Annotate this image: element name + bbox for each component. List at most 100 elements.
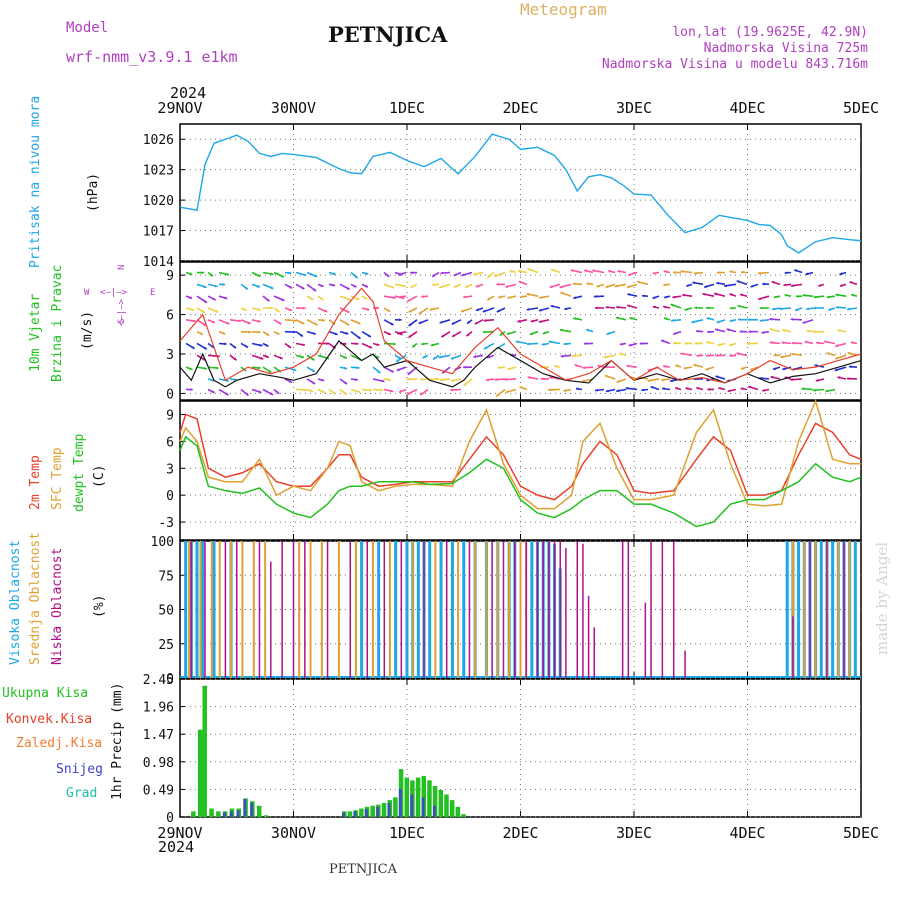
precip-bar-total <box>370 805 375 817</box>
cloud-bar-low <box>536 541 539 678</box>
wind-arrow-head <box>202 323 206 326</box>
wind-arrow-head <box>542 331 546 335</box>
wind-arrow-head <box>214 284 218 288</box>
wind-arrow-head <box>696 354 700 358</box>
wind-arrow-head <box>388 378 392 382</box>
wind-arrow-head <box>790 378 794 382</box>
cloud-bar-mid <box>218 541 221 678</box>
wind-arrow-head <box>850 341 854 345</box>
y-tick-label: 25 <box>158 638 174 653</box>
wind-arrow-head <box>548 340 552 344</box>
wind-arrow-head <box>771 281 775 284</box>
wind-arrow-head <box>627 304 631 308</box>
time-tick-bottom: 1DEC <box>389 824 425 842</box>
wind-arrow-head <box>357 390 361 393</box>
wind-arrow-head <box>714 292 717 296</box>
cloud-bar-high <box>831 541 835 678</box>
precip-bar-snow <box>364 809 368 817</box>
wind-arrow-head <box>222 283 226 286</box>
wind-arrow-head <box>343 342 347 346</box>
cloud-bar-high <box>439 541 443 678</box>
wind-arrow-head <box>549 285 553 289</box>
wind-arrow-head <box>794 269 798 273</box>
wind-arrow-head <box>390 369 394 373</box>
temp-line-tdew <box>179 435 862 528</box>
wind-arrow-head <box>772 367 776 370</box>
cloud-bar-mid <box>837 541 840 678</box>
wind-arrow-head <box>193 319 196 323</box>
wind-arrow-head <box>748 330 752 334</box>
wind-arrow-head <box>463 295 466 299</box>
wind-arrow-head <box>344 381 348 385</box>
precip-bar-total <box>263 815 269 817</box>
cloud-bar-mid <box>230 541 233 678</box>
cloud-bar-low <box>491 541 493 678</box>
wind-arrow-head <box>386 274 390 277</box>
wind-arrow-head <box>549 376 553 380</box>
precip-bar-snow <box>222 812 226 817</box>
cloud-bar-low <box>445 541 448 678</box>
y-tick-label: 3 <box>166 348 174 363</box>
wind-arrow-head <box>616 305 619 309</box>
wind-arrow-head <box>189 367 193 371</box>
wind-arrow-head <box>846 377 850 381</box>
wind-arrow-head <box>737 304 741 308</box>
cloud-bar-low <box>349 541 351 678</box>
time-tick-bottom: 3DEC <box>616 824 652 842</box>
cloud-bar-low <box>576 541 578 678</box>
wind-arrow-head <box>791 341 795 345</box>
cloud-bar-low <box>672 541 675 678</box>
wind-arrow-head <box>729 270 733 274</box>
wind-arrow-head <box>538 296 542 299</box>
precip-bar-total <box>216 811 221 817</box>
wind-arrow-head <box>835 356 839 360</box>
precip-legend-hail: Grad <box>66 786 98 801</box>
cloud-bar-mid <box>252 541 255 678</box>
wind-arrow-head <box>761 331 765 334</box>
cloud-bar-low <box>502 541 505 678</box>
y-tick-label: 50 <box>158 604 174 619</box>
precip-legend-conv: Konvek.Kisa <box>6 712 93 727</box>
cloud-bar-high <box>195 541 199 678</box>
cloud-bar-mid <box>388 541 391 678</box>
wind-arrow-head <box>345 331 349 335</box>
wind-arrow-head <box>320 297 324 301</box>
wind-arrow-head <box>627 285 630 289</box>
wind-arrow-head <box>628 343 632 347</box>
wind-arrow-head <box>592 269 596 273</box>
y-tick-label: 9 <box>166 408 174 423</box>
precip-bar-snow <box>243 798 247 817</box>
wind-arrow-head <box>818 283 822 287</box>
cloud-bar-mid <box>485 541 488 678</box>
cloud-bar-low <box>627 541 630 678</box>
precip-bar-snow <box>353 811 357 817</box>
wind-arrow-head <box>346 322 350 326</box>
wind-arrow-head <box>407 299 411 302</box>
cloud-bar-low <box>661 541 664 678</box>
wind-arrow-head <box>839 272 843 276</box>
cloud-bar-low <box>224 541 227 678</box>
wind-arrow-head <box>289 285 293 289</box>
wind-arrow-head <box>463 382 467 386</box>
wind-arrow-head <box>748 385 752 389</box>
wind-arrow-head <box>530 319 534 323</box>
wind-arrow-head <box>594 306 598 310</box>
wind-arrow-head <box>641 388 645 392</box>
wind-arrow-head <box>538 308 542 312</box>
wind-arrow-head <box>683 366 687 370</box>
cloud-bar-low <box>650 541 652 678</box>
wind-arrow-head <box>806 329 810 333</box>
wind-arrow-head <box>694 342 698 345</box>
wind-arrow-head <box>737 318 741 322</box>
wind-arrow-head <box>762 388 766 392</box>
wind-arrow-head <box>740 366 744 370</box>
wind-arrow-head <box>572 282 576 286</box>
wind-arrow-head <box>826 352 830 355</box>
wind-arrow-head <box>314 322 318 326</box>
precip-bar-snow <box>432 805 436 817</box>
wind-arrow-head <box>482 309 486 313</box>
wind-arrow-head <box>705 367 709 371</box>
wind-arrow-head <box>540 377 544 381</box>
wind-arrow-head <box>608 269 612 273</box>
wind-arrow-head <box>355 378 358 382</box>
